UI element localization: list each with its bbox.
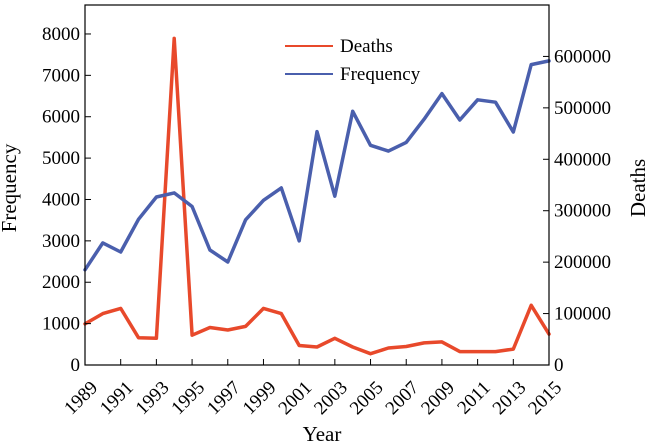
left-tick-label: 8000 bbox=[42, 24, 80, 45]
right-tick-label: 500000 bbox=[554, 98, 611, 119]
right-tick-label: 300000 bbox=[554, 201, 611, 222]
right-tick-label: 100000 bbox=[554, 304, 611, 325]
x-tick-label: 1997 bbox=[203, 377, 245, 419]
left-tick-label: 5000 bbox=[42, 148, 80, 169]
left-tick-label: 0 bbox=[71, 355, 81, 376]
x-tick-label: 2003 bbox=[310, 377, 352, 419]
x-tick-label: 1995 bbox=[167, 377, 209, 419]
x-tick-label: 2009 bbox=[417, 377, 459, 419]
legend: Deaths Frequency bbox=[285, 36, 421, 85]
x-tick-label: 2007 bbox=[382, 377, 424, 419]
x-tick-label: 1989 bbox=[60, 377, 102, 419]
x-tick-label: 2013 bbox=[489, 377, 531, 419]
right-tick-label: 200000 bbox=[554, 252, 611, 273]
x-tick-label: 2015 bbox=[524, 377, 566, 419]
legend-label-deaths: Deaths bbox=[340, 36, 393, 57]
left-tick-label: 3000 bbox=[42, 231, 80, 252]
right-tick-label: 600000 bbox=[554, 46, 611, 67]
left-tick-label: 2000 bbox=[42, 272, 80, 293]
series-line-deaths bbox=[83, 36, 551, 356]
left-axis-ticks: 0 1000 2000 3000 4000 5000 6000 7000 8000 bbox=[42, 24, 91, 376]
x-tick-label: 1993 bbox=[132, 377, 174, 419]
left-tick-label: 7000 bbox=[42, 65, 80, 86]
right-tick-label: 0 bbox=[554, 355, 564, 376]
right-tick-label: 400000 bbox=[554, 149, 611, 170]
series-line-frequency bbox=[83, 59, 551, 272]
x-tick-label: 2011 bbox=[453, 377, 494, 418]
x-axis-ticks: 1989199119931995199719992001200320052007… bbox=[60, 359, 566, 419]
plot-frame bbox=[84, 4, 550, 366]
legend-label-frequency: Frequency bbox=[340, 64, 421, 85]
x-tick-label: 1999 bbox=[239, 377, 281, 419]
x-tick-label: 2001 bbox=[275, 377, 317, 419]
right-axis-ticks: 0 100000 200000 300000 400000 500000 600000 bbox=[543, 46, 611, 376]
left-tick-label: 4000 bbox=[42, 189, 80, 210]
series-lines bbox=[83, 36, 551, 356]
left-tick-label: 1000 bbox=[42, 314, 80, 335]
right-axis-title: Deaths bbox=[626, 159, 650, 217]
axes bbox=[84, 4, 550, 366]
left-axis-title: Frequency bbox=[0, 143, 21, 232]
x-axis-title: Year bbox=[303, 422, 342, 445]
x-tick-label: 1991 bbox=[96, 377, 138, 419]
left-tick-label: 6000 bbox=[42, 107, 80, 128]
x-tick-label: 2005 bbox=[346, 377, 388, 419]
